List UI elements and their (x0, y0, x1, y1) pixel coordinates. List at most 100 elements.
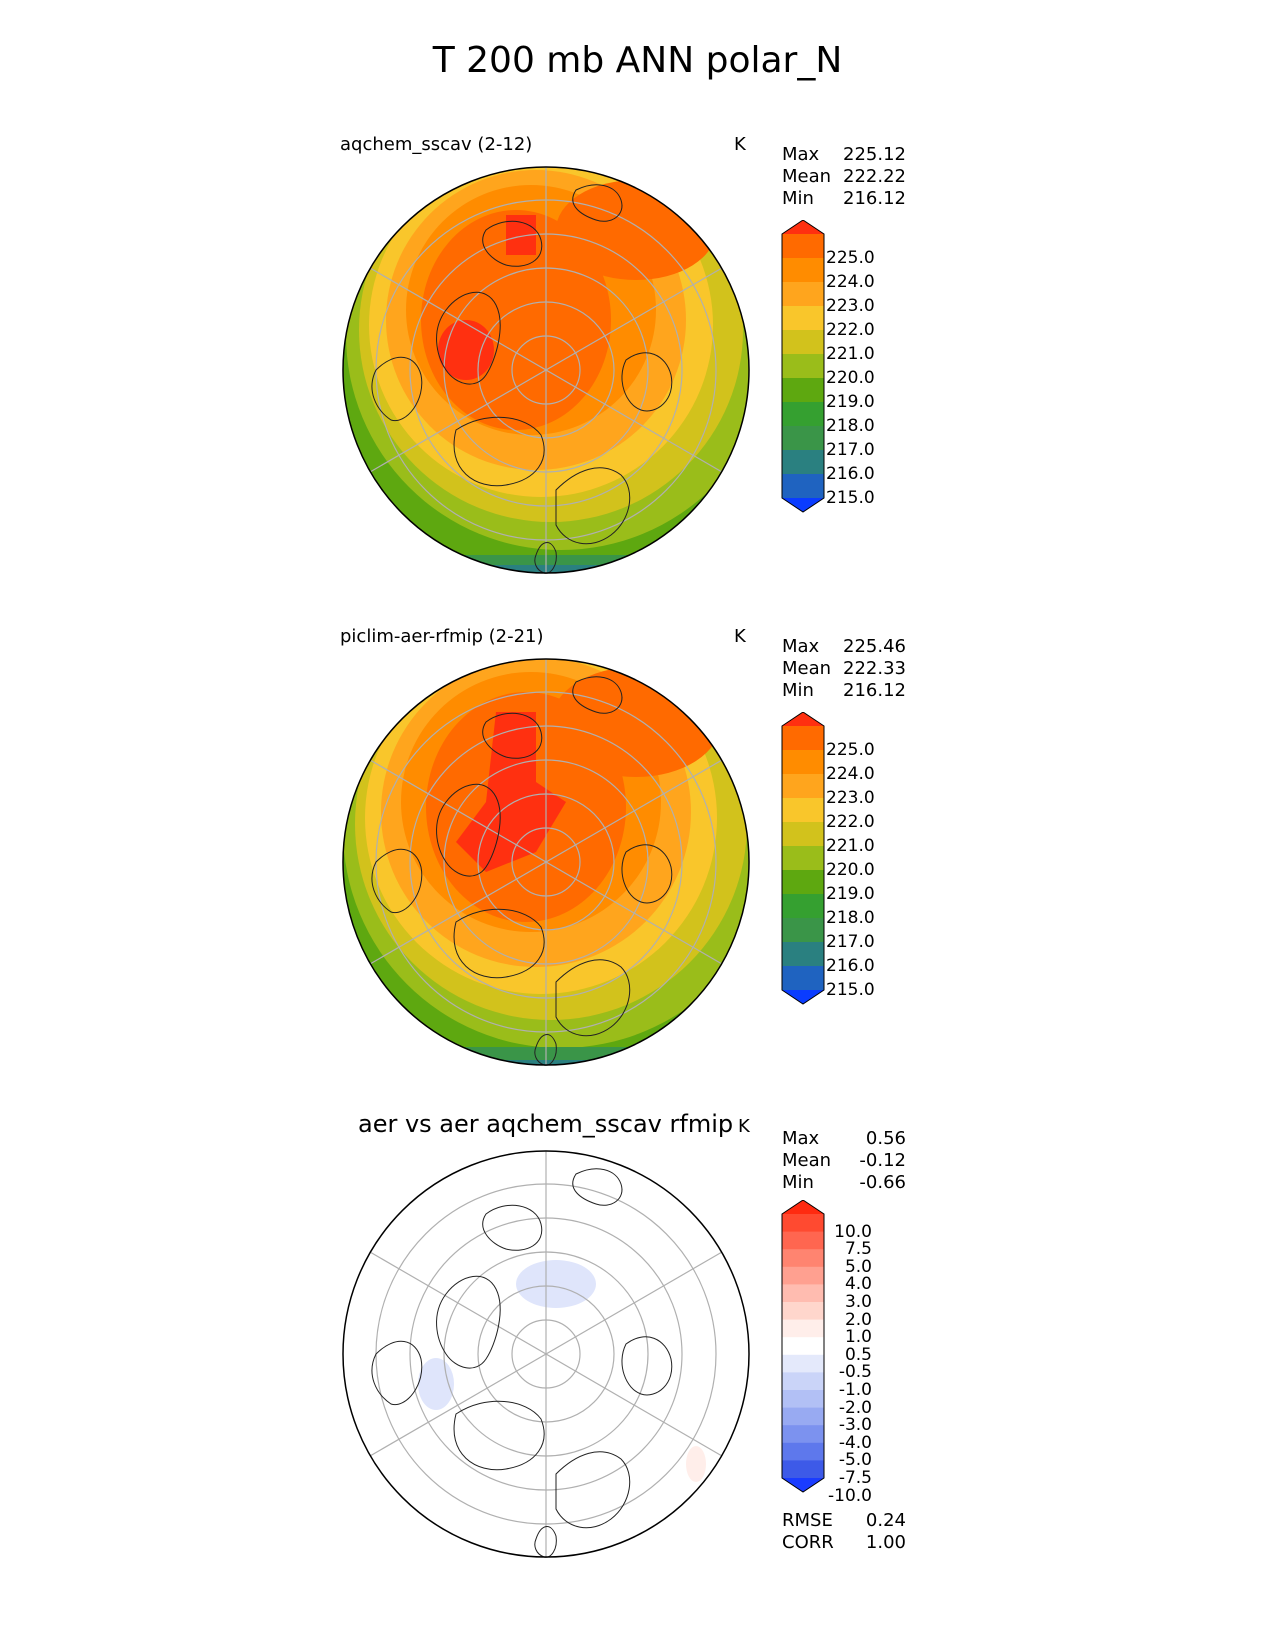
panel-2-stat-mean-value: 222.33 (843, 658, 906, 679)
panel-3-stat-rmse-label: RMSE (782, 1510, 833, 1531)
colorbar-outline (781, 712, 825, 1005)
panel-2-stat-min-label: Min (782, 680, 814, 701)
colorbar-extend-top (782, 712, 824, 726)
colorbar-extend-bottom (782, 1478, 824, 1492)
colorbar-segment (782, 258, 824, 283)
colorbar-segment (782, 750, 824, 775)
panel-3-colorbar (781, 1200, 825, 1493)
colorbar-extend-top (782, 1200, 824, 1214)
panel-2-stat-max-value: 225.46 (843, 636, 906, 657)
colorbar-segment (782, 234, 824, 259)
colorbar-segment (782, 474, 824, 499)
panel-2-title: piclim-aer-rfmip (2-21) (340, 626, 544, 647)
colorbar-segment (782, 1249, 824, 1268)
colorbar-segment (782, 282, 824, 307)
colorbar-tick-label: 0.5 (844, 1344, 872, 1365)
colorbar-tick-label: 215.0 (826, 488, 875, 508)
panel-1-polar-map (342, 166, 750, 574)
panel-3-stat-rmse-value: 0.24 (865, 1510, 906, 1531)
colorbar-segment (782, 1425, 824, 1444)
colorbar-tick-label: -2.0 (838, 1397, 872, 1418)
panel-1-stat-min-label: Min (782, 188, 814, 209)
colorbar-segment (782, 1266, 824, 1285)
colorbar-tick-label: 216.0 (826, 464, 875, 484)
colorbar-tick-label: -0.5 (838, 1362, 872, 1383)
panel-2-stat-max-label: Max (782, 636, 820, 657)
panel-1-title: aqchem_sscav (2-12) (340, 134, 533, 155)
panel-1-units: K (734, 134, 746, 155)
colorbar-tick-label: 10.0 (834, 1221, 872, 1242)
colorbar-segment (782, 822, 824, 847)
colorbar-tick-label: 1.0 (844, 1327, 872, 1348)
colorbar-tick-label: 4.0 (844, 1274, 872, 1295)
colorbar-tick-label: 217.0 (826, 932, 875, 952)
colorbar-tick-label: 224.0 (826, 764, 875, 784)
figure-title: T 200 mb ANN polar_N (432, 40, 843, 81)
colorbar-segment (782, 942, 824, 967)
colorbar-tick-label: 220.0 (826, 368, 875, 388)
panel-3-units: K (738, 1116, 750, 1137)
colorbar-segment (782, 450, 824, 475)
colorbar-tick-label: 220.0 (826, 860, 875, 880)
colorbar-tick-label: 221.0 (826, 836, 875, 856)
colorbar-segment (782, 402, 824, 427)
colorbar-tick-label: 7.5 (844, 1239, 872, 1260)
colorbar-tick-label: 221.0 (826, 344, 875, 364)
panel-3-stat-corr-value: 1.00 (865, 1532, 906, 1553)
colorbar-segment (782, 1390, 824, 1409)
colorbar-segment (782, 798, 824, 823)
colorbar-tick-label: 218.0 (826, 908, 875, 928)
colorbar-segment (782, 966, 824, 991)
panel-2-stat-mean-label: Mean (782, 658, 832, 679)
colorbar-segment (782, 378, 824, 403)
panel-2-colorbar (781, 712, 825, 1005)
colorbar-tick-label: 217.0 (826, 440, 875, 460)
colorbar-segment (782, 1302, 824, 1321)
panel-1-colorbar (781, 220, 825, 513)
colorbar-segment (782, 894, 824, 919)
panel-3-stat-mean-value: -0.12 (859, 1150, 906, 1171)
colorbar-tick-label: 219.0 (826, 884, 875, 904)
colorbar-tick-label: 225.0 (826, 740, 875, 760)
colorbar-tick-label: -7.5 (838, 1468, 872, 1488)
colorbar-extend-bottom (782, 990, 824, 1004)
colorbar-tick-label: 223.0 (826, 788, 875, 808)
colorbar-tick-label: -3.0 (838, 1415, 872, 1436)
panel-1-stat-mean-value: 222.22 (843, 166, 906, 187)
colorbar-segment (782, 774, 824, 799)
colorbar-segment (782, 1231, 824, 1250)
panel-3-stat-max-label: Max (782, 1128, 820, 1149)
colorbar-tick-label: -5.0 (838, 1450, 872, 1471)
colorbar-segment (782, 1354, 824, 1373)
colorbar-segment (782, 870, 824, 895)
colorbar-segment (782, 726, 824, 751)
colorbar-tick-label: 3.0 (844, 1292, 872, 1312)
colorbar-tick-label: 216.0 (826, 956, 875, 976)
colorbar-extend-top (782, 220, 824, 234)
panel-3-stat-mean-label: Mean (782, 1150, 832, 1171)
colorbar-tick-label: 5.0 (844, 1256, 872, 1277)
colorbar-tick-label: 219.0 (826, 392, 875, 412)
colorbar-segment (782, 846, 824, 871)
panel-2-polar-map (342, 658, 750, 1066)
colorbar-tick-label: -4.0 (838, 1432, 872, 1453)
colorbar-segment (782, 918, 824, 943)
panel-2-stat-min-value: 216.12 (843, 680, 906, 701)
colorbar-tick-label: 222.0 (826, 320, 875, 340)
colorbar-segment (782, 1442, 824, 1461)
colorbar-segment (782, 1214, 824, 1233)
panel-3-stat-min-value: -0.66 (859, 1172, 906, 1193)
colorbar-segment (782, 354, 824, 379)
colorbar-tick-label: 224.0 (826, 272, 875, 292)
colorbar-tick-label: -10.0 (828, 1485, 872, 1506)
colorbar-segment (782, 306, 824, 331)
panel-3-stat-corr-label: CORR (782, 1532, 834, 1553)
colorbar-segment (782, 1372, 824, 1391)
colorbar-segment (782, 426, 824, 451)
colorbar-segment (782, 330, 824, 355)
panel-3-stat-min-label: Min (782, 1172, 814, 1193)
panel-1-stat-mean-label: Mean (782, 166, 832, 187)
colorbar-segment (782, 1460, 824, 1479)
panel-3-title: aer vs aer aqchem_sscav rfmip (358, 1110, 734, 1138)
colorbar-tick-label: 225.0 (826, 248, 875, 268)
